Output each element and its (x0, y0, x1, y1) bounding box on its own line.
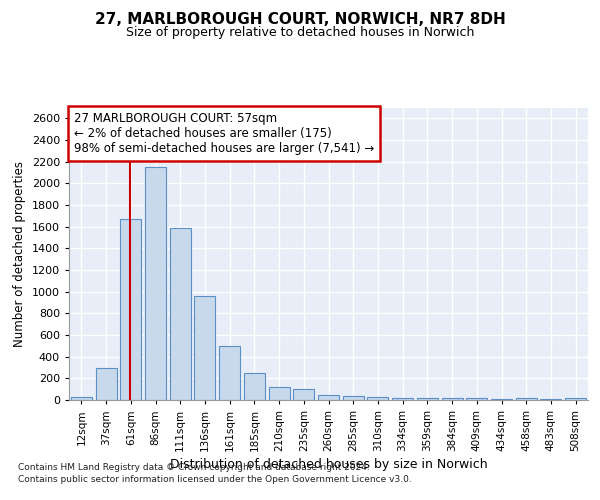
Text: Size of property relative to detached houses in Norwich: Size of property relative to detached ho… (126, 26, 474, 39)
Bar (516, 398, 537, 400)
Bar (293, 389, 314, 400)
Text: 27, MARLBOROUGH COURT, NORWICH, NR7 8DH: 27, MARLBOROUGH COURT, NORWICH, NR7 8DH (95, 12, 505, 28)
Bar (145, 167, 166, 400)
Y-axis label: Number of detached properties: Number of detached properties (13, 161, 26, 347)
Bar (417, 398, 438, 400)
Bar (71, 398, 92, 400)
Bar (219, 346, 240, 400)
Text: Contains public sector information licensed under the Open Government Licence v3: Contains public sector information licen… (18, 475, 412, 484)
X-axis label: Distribution of detached houses by size in Norwich: Distribution of detached houses by size … (170, 458, 487, 471)
Bar (392, 398, 413, 400)
Bar (343, 396, 364, 400)
Bar (244, 373, 265, 400)
Text: 27 MARLBOROUGH COURT: 57sqm
← 2% of detached houses are smaller (175)
98% of sem: 27 MARLBOROUGH COURT: 57sqm ← 2% of deta… (74, 112, 374, 155)
Bar (466, 398, 487, 400)
Bar (442, 398, 463, 400)
Bar (170, 228, 191, 400)
Bar (194, 296, 215, 400)
Bar (95, 368, 116, 400)
Text: Contains HM Land Registry data © Crown copyright and database right 2024.: Contains HM Land Registry data © Crown c… (18, 462, 370, 471)
Bar (565, 398, 586, 400)
Bar (120, 219, 141, 400)
Bar (318, 394, 339, 400)
Bar (367, 397, 388, 400)
Bar (269, 387, 290, 400)
